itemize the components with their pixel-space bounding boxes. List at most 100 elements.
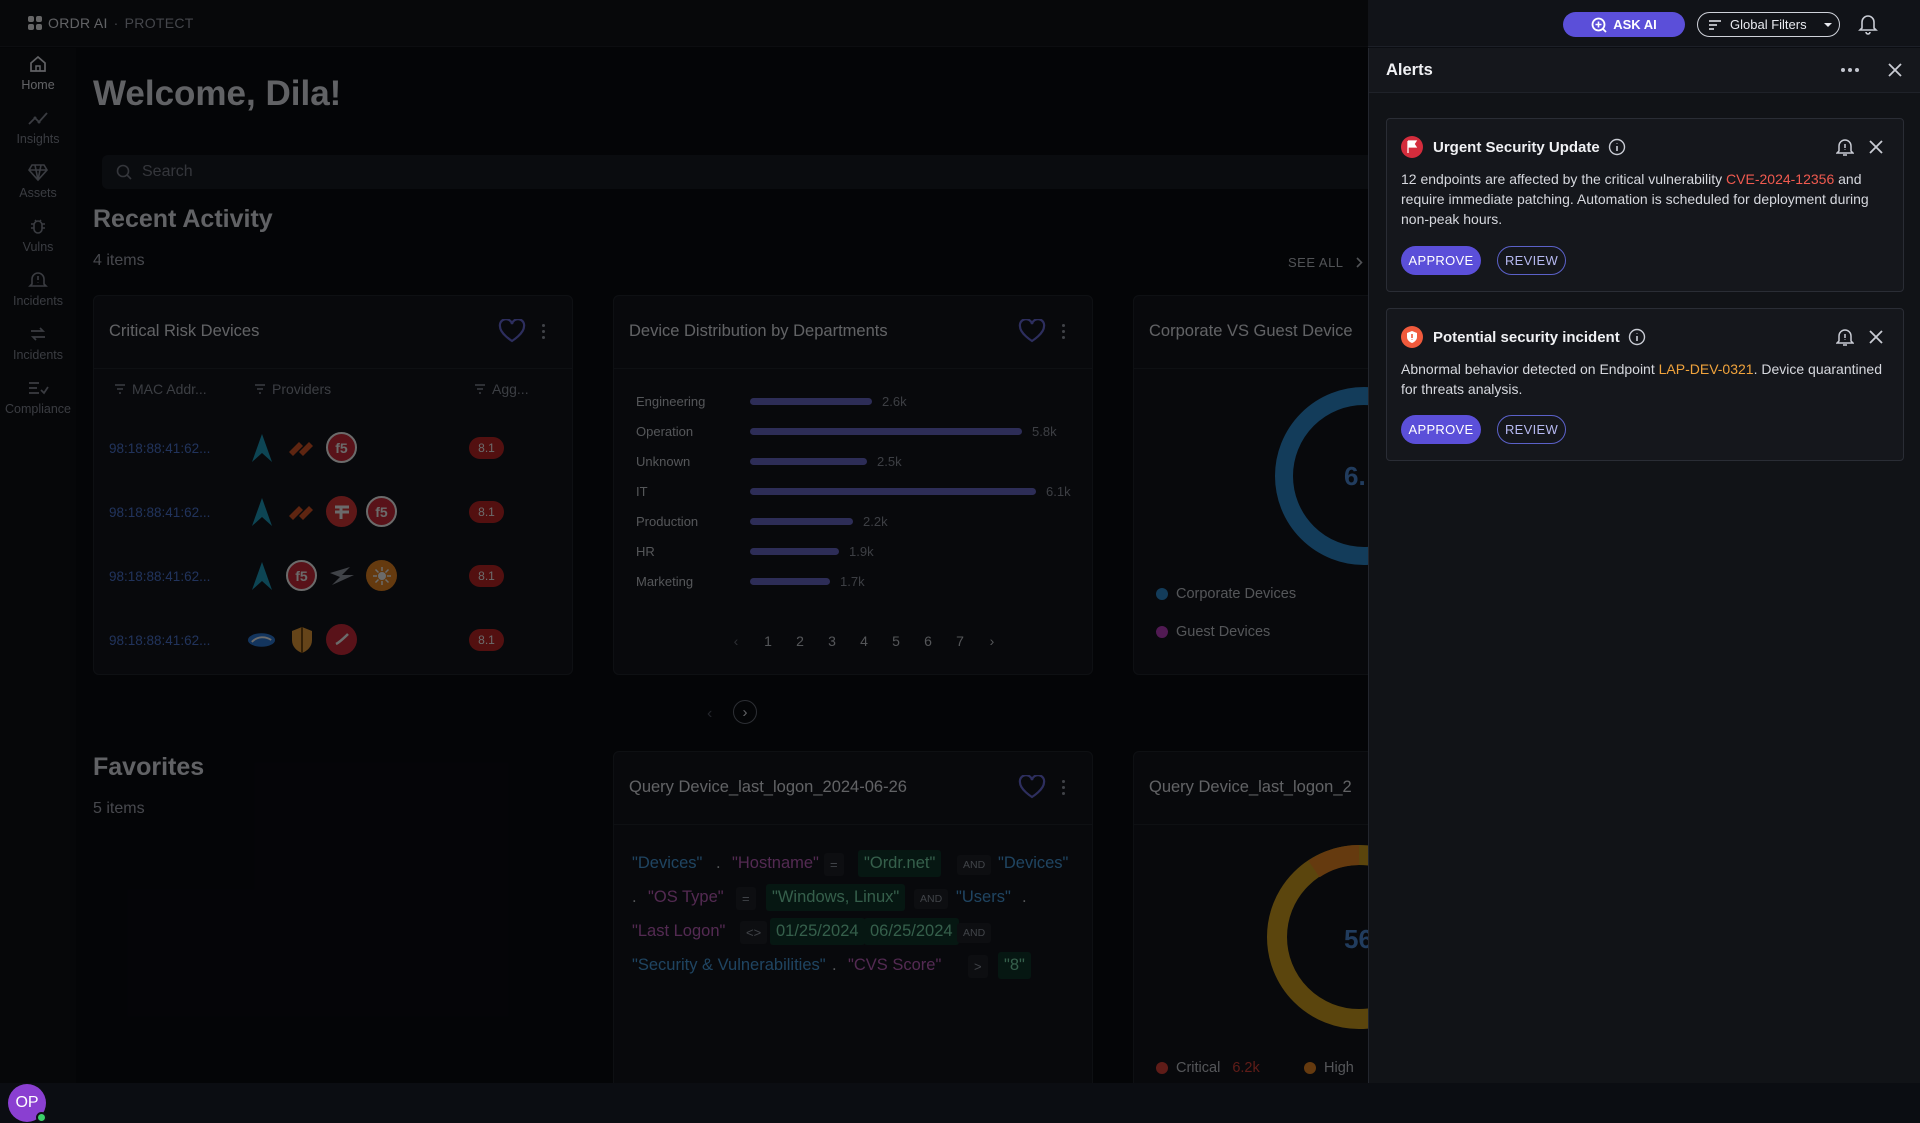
page-button[interactable]: 2	[796, 633, 804, 649]
snooze-bell-icon[interactable]	[1836, 327, 1854, 347]
device-distribution-card[interactable]: Device Distribution by Departments Engin…	[613, 295, 1093, 675]
app-logo[interactable]: ORDR AI · PROTECT	[28, 15, 194, 31]
dismiss-alert-icon[interactable]	[1868, 329, 1884, 345]
f5-logo-icon: f5	[286, 560, 317, 591]
query-token: .	[632, 888, 637, 906]
department-bar-row: Production 2.2k	[636, 514, 888, 529]
endpoint-link[interactable]: LAP-DEV-0321	[1658, 361, 1754, 377]
card-menu-icon[interactable]	[542, 324, 546, 342]
department-bar[interactable]	[750, 488, 1036, 495]
query-token: "8"	[998, 952, 1031, 979]
query-token: "Windows, Linux"	[766, 884, 906, 911]
alert-message: Abnormal behavior detected on Endpoint L…	[1401, 361, 1882, 397]
crowdstrike-logo-icon	[246, 624, 277, 655]
card-title: Query Device_last_logon_2	[1149, 778, 1352, 796]
query-token: AND	[914, 889, 949, 909]
sidebar-item-vulns[interactable]: Vulns	[0, 216, 76, 254]
department-value-label: 2.6k	[882, 394, 907, 409]
mac-address-link[interactable]: 98:18:88:41:62...	[109, 441, 211, 456]
card-menu-icon[interactable]	[1062, 324, 1066, 342]
card-menu-icon[interactable]	[1062, 780, 1066, 798]
info-icon[interactable]	[1628, 328, 1646, 346]
risk-score-badge: 8.1	[469, 565, 504, 587]
sidebar-item-incidents-workflows[interactable]: Incidents	[0, 324, 76, 362]
sidebar-item-home[interactable]: Home	[0, 54, 76, 92]
department-bar[interactable]	[750, 428, 1022, 435]
approve-button[interactable]: APPROVE	[1401, 415, 1481, 444]
ask-ai-button[interactable]: ASK AI	[1563, 12, 1685, 37]
mac-address-link[interactable]: 98:18:88:41:62...	[109, 633, 211, 648]
more-options-icon[interactable]	[1841, 68, 1859, 72]
trend-micro-logo-icon	[326, 624, 357, 655]
favorite-heart-icon[interactable]	[1018, 775, 1046, 799]
department-bar[interactable]	[750, 398, 872, 405]
prev-page-button[interactable]: ‹	[733, 633, 739, 649]
filter-icon	[475, 384, 485, 394]
department-bar-row: Marketing 1.7k	[636, 574, 865, 589]
department-label: IT	[636, 484, 648, 499]
query-token: "CVS Score"	[848, 956, 942, 974]
query-token: =	[824, 853, 844, 876]
department-bar[interactable]	[750, 548, 839, 555]
sonarqube-logo-icon	[246, 496, 277, 527]
card-title: Query Device_last_logon_2024-06-26	[629, 778, 907, 796]
review-button[interactable]: REVIEW	[1497, 246, 1566, 275]
query-card-last-logon-2[interactable]: Query Device_last_logon_2 56 Critical6.2…	[1133, 751, 1368, 1083]
favorite-heart-icon[interactable]	[498, 319, 526, 343]
notifications-bell-icon[interactable]	[1858, 13, 1878, 35]
page-button[interactable]: 1	[764, 633, 772, 649]
column-header-mac[interactable]: MAC Addr...	[114, 381, 207, 397]
search-placeholder: Search	[142, 163, 193, 180]
legend-guest: Guest Devices	[1156, 624, 1270, 640]
search-input[interactable]: Search	[102, 155, 1368, 189]
palo-alto-logo-icon	[286, 496, 317, 527]
snooze-bell-icon[interactable]	[1836, 137, 1854, 157]
column-header-providers[interactable]: Providers	[254, 381, 331, 397]
corporate-vs-guest-card[interactable]: Corporate VS Guest Device 6. Corporate D…	[1133, 295, 1368, 675]
sidebar-item-insights[interactable]: Insights	[0, 108, 76, 146]
department-label: Unknown	[636, 454, 691, 469]
department-bar[interactable]	[750, 578, 830, 585]
approve-button[interactable]: APPROVE	[1401, 246, 1481, 275]
see-all-link[interactable]: SEE ALL	[1288, 255, 1363, 270]
next-page-button[interactable]: ›	[989, 633, 995, 649]
department-bar-row: Operation 5.8k	[636, 424, 1057, 439]
column-header-aggregate[interactable]: Agg...	[474, 381, 529, 397]
critical-risk-devices-card[interactable]: Critical Risk Devices MAC Addr... Provid…	[93, 295, 573, 675]
cve-link[interactable]: CVE-2024-12356	[1726, 171, 1835, 187]
dismiss-alert-icon[interactable]	[1868, 139, 1884, 155]
mac-address-link[interactable]: 98:18:88:41:62...	[109, 505, 211, 520]
favorites-count: 5 items	[93, 800, 145, 817]
page-button[interactable]: 5	[892, 633, 900, 649]
f5-logo-icon: f5	[326, 432, 357, 463]
sidebar-item-assets[interactable]: Assets	[0, 162, 76, 200]
page-button[interactable]: 6	[924, 633, 932, 649]
query-card-last-logon[interactable]: Query Device_last_logon_2024-06-26 "Devi…	[613, 751, 1093, 1083]
carousel-next-button[interactable]: ›	[733, 700, 757, 724]
department-bar[interactable]	[750, 518, 853, 525]
page-button[interactable]: 3	[828, 633, 836, 649]
department-bar[interactable]	[750, 458, 867, 465]
global-filters-dropdown[interactable]: Global Filters	[1697, 12, 1840, 37]
carousel-prev-button[interactable]: ‹	[707, 705, 713, 722]
user-avatar[interactable]: OP	[8, 1084, 47, 1123]
bell-icon	[28, 272, 48, 287]
ordr-logo-icon	[28, 16, 42, 30]
mac-address-link[interactable]: 98:18:88:41:62...	[109, 569, 211, 584]
close-panel-icon[interactable]	[1885, 60, 1905, 80]
query-token: .	[1022, 888, 1027, 906]
sun-logo-icon	[366, 560, 397, 591]
sidebar: Home Insights Assets Vulns Incidents Inc…	[0, 48, 76, 1123]
review-button[interactable]: REVIEW	[1497, 415, 1566, 444]
global-filters-label: Global Filters	[1730, 17, 1807, 32]
info-icon[interactable]	[1608, 138, 1626, 156]
department-value-label: 5.8k	[1032, 424, 1057, 439]
favorite-heart-icon[interactable]	[1018, 319, 1046, 343]
page-button[interactable]: 7	[956, 633, 964, 649]
sidebar-item-compliance[interactable]: Compliance	[0, 378, 76, 416]
favorites-title: Favorites	[93, 753, 205, 781]
page-button[interactable]: 4	[860, 633, 868, 649]
department-bar-row: Engineering 2.6k	[636, 394, 907, 409]
chevron-right-icon	[1355, 257, 1363, 268]
sidebar-item-incidents[interactable]: Incidents	[0, 270, 76, 308]
